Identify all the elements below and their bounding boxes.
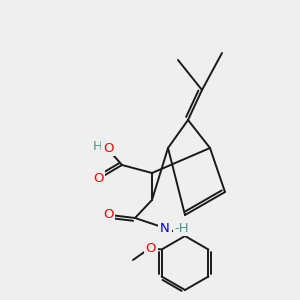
- Text: -H: -H: [174, 221, 189, 235]
- Text: O: O: [103, 142, 113, 154]
- Text: O: O: [146, 242, 156, 254]
- Text: N: N: [160, 221, 170, 235]
- Text: O: O: [103, 208, 113, 221]
- Text: H: H: [93, 140, 103, 154]
- Text: O: O: [93, 172, 103, 184]
